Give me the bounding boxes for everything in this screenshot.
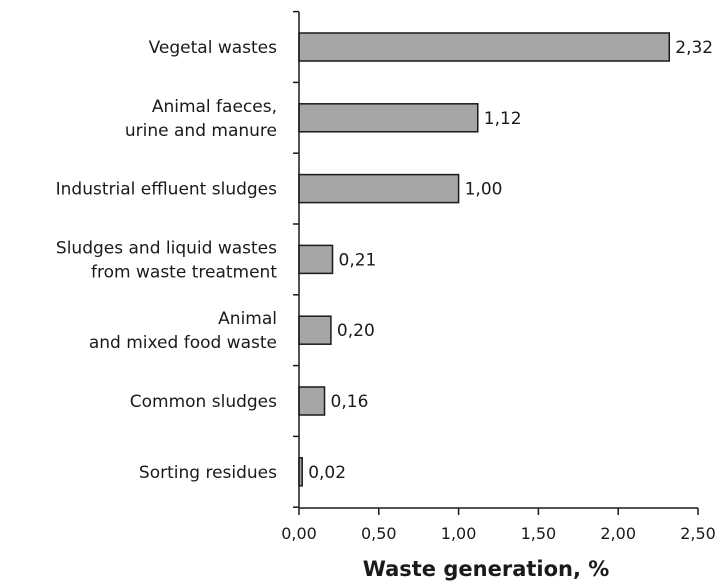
data-label: 0,20 [337, 321, 375, 341]
data-label: 1,00 [465, 180, 503, 200]
bar [298, 386, 326, 416]
x-tick-label: 0,00 [281, 524, 317, 543]
data-label: 1,12 [484, 109, 522, 129]
category-label: and mixed food waste [89, 333, 277, 353]
x-tick-label: 2,00 [600, 524, 636, 543]
data-label: 2,32 [675, 38, 713, 58]
x-axis-title: Waste generation, % [363, 557, 610, 581]
category-label: Animal faeces, [152, 97, 277, 117]
x-tick-label: 1,50 [521, 524, 557, 543]
x-tick-label: 2,50 [680, 524, 716, 543]
category-label: Sludges and liquid wastes [56, 238, 277, 258]
category-label: Industrial effluent sludges [56, 180, 278, 200]
data-label: 0,16 [331, 392, 369, 412]
category-label: Vegetal wastes [149, 38, 278, 58]
category-label: urine and manure [125, 121, 277, 141]
category-label: Sorting residues [139, 463, 277, 483]
x-tick-label: 1,00 [441, 524, 477, 543]
bar [298, 315, 332, 345]
category-label: from waste treatment [91, 262, 277, 282]
data-label: 0,02 [308, 463, 346, 483]
category-label: Common sludges [130, 392, 277, 412]
category-label: Animal [218, 309, 277, 329]
bar [298, 32, 671, 62]
bar [298, 244, 334, 275]
bar [298, 173, 460, 204]
data-label: 0,21 [339, 250, 377, 270]
x-tick-label: 0,50 [361, 524, 397, 543]
bar [298, 103, 479, 133]
